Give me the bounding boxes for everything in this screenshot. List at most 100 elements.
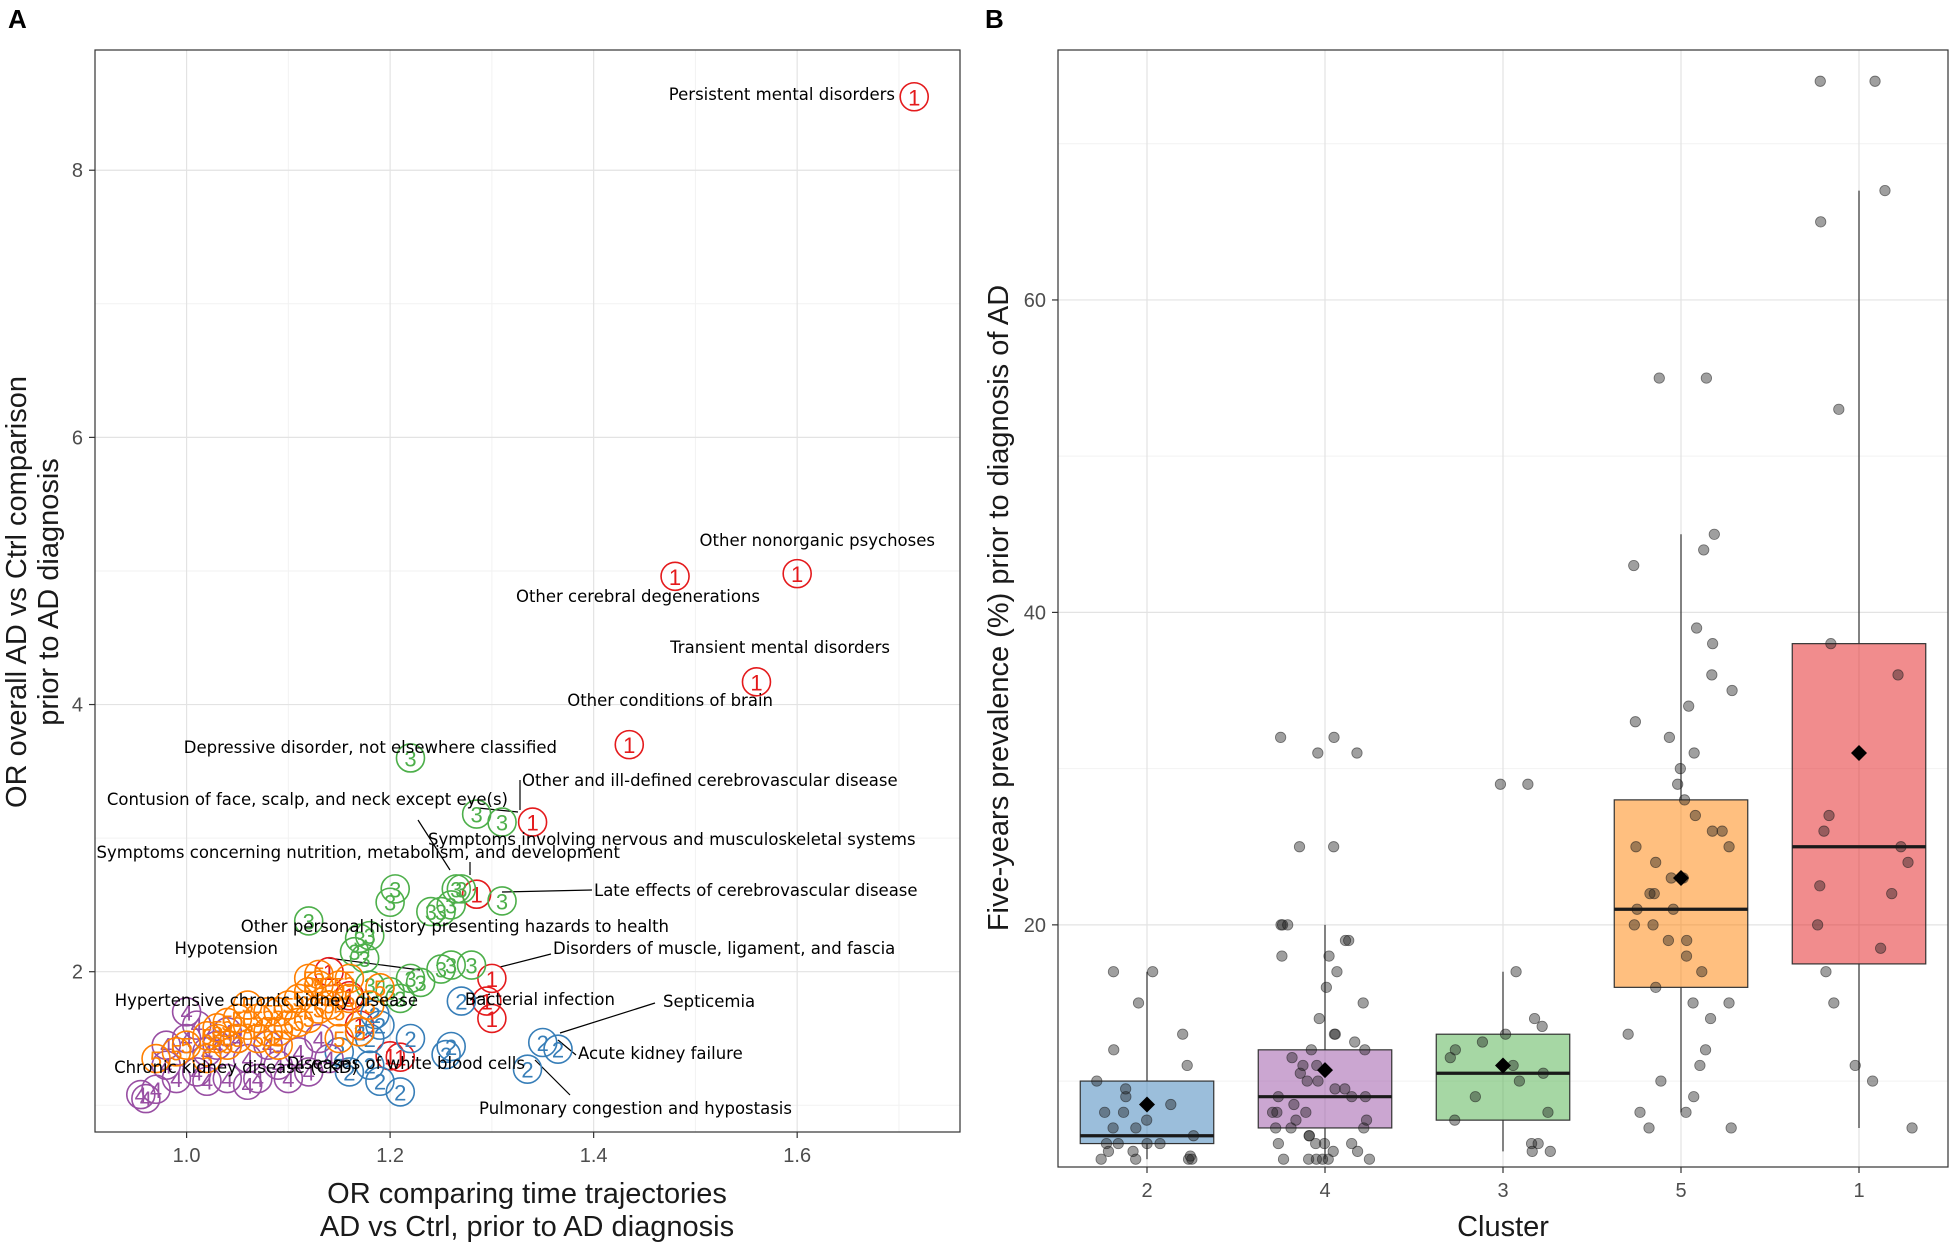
jitter-point — [1127, 1145, 1139, 1157]
panel-b-label: B — [985, 4, 1004, 34]
jitter-point — [1818, 825, 1830, 837]
panel-a-leader-lines — [327, 780, 656, 1096]
cluster-5-point: 5 — [141, 1043, 171, 1074]
jitter-point — [1297, 1059, 1309, 1072]
point-circle — [125, 1079, 156, 1110]
point-circle — [263, 1017, 293, 1047]
annotation-leader-line — [499, 953, 552, 968]
box-mean-marker — [1139, 1096, 1155, 1113]
jitter-point — [1177, 1028, 1189, 1040]
jitter-point — [1318, 1137, 1331, 1150]
point-cluster-number: 3 — [445, 954, 457, 979]
jitter-point — [1680, 1106, 1692, 1118]
jitter-point — [1628, 919, 1640, 931]
jitter-point — [1662, 934, 1674, 947]
cluster-3-point: 3 — [436, 890, 466, 920]
cluster-2-point: 2 — [354, 1050, 385, 1081]
point-circle — [385, 1042, 416, 1072]
x-tick-label: 4 — [1319, 1180, 1330, 1202]
jitter-point — [1678, 794, 1691, 806]
annotation-label: Bacterial infection — [465, 990, 615, 1009]
annotation-label: Persistent mental disorders — [669, 85, 895, 104]
jitter-point — [1182, 1153, 1195, 1165]
jitter-point — [1346, 1137, 1358, 1150]
jitter-point — [1277, 1153, 1290, 1165]
jitter-point — [1107, 1122, 1119, 1134]
point-circle — [782, 558, 812, 589]
jitter-point — [1449, 1114, 1461, 1126]
jitter-point — [1312, 1075, 1324, 1087]
panel-a-border — [94, 49, 961, 1133]
point-cluster-number: 1 — [623, 733, 635, 758]
point-cluster-number: 5 — [333, 1027, 345, 1052]
point-circle — [416, 896, 446, 927]
jitter-point — [1282, 919, 1294, 931]
jitter-point — [1704, 1012, 1717, 1025]
point-circle — [131, 1083, 161, 1114]
point-circle — [487, 886, 517, 916]
panel-a-y-title-line1: OR overall AD vs Ctrl comparison — [1, 376, 33, 808]
point-circle — [614, 729, 645, 760]
cluster-4-point: 4 — [125, 1079, 156, 1110]
point-cluster-number: 5 — [252, 1027, 264, 1052]
annotation-label: Symptoms involving nervous and musculosk… — [428, 830, 916, 849]
annotation-label: Pulmonary congestion and hypostasis — [479, 1099, 792, 1118]
point-circle — [334, 963, 365, 994]
jitter-point — [1323, 950, 1335, 962]
cluster-1-point: 1 — [741, 667, 772, 697]
point-circle — [395, 1023, 426, 1054]
jitter-point — [1112, 1137, 1124, 1150]
jitter-point — [1814, 75, 1826, 87]
point-cluster-number: 3 — [348, 940, 360, 965]
panel-a-label: A — [8, 4, 27, 34]
jitter-point — [1700, 372, 1712, 384]
point-circle — [253, 996, 283, 1027]
cluster-4-point: 4 — [192, 1066, 222, 1097]
point-cluster-number: 4 — [303, 1060, 315, 1085]
point-cluster-number: 2 — [374, 1014, 386, 1039]
point-circle — [660, 561, 690, 592]
box-mean-marker — [1495, 1057, 1511, 1074]
panel-a-x-title-line1: OR comparing time trajectories — [327, 1178, 727, 1210]
cluster-5-point: 5 — [344, 1017, 375, 1047]
jitter-point — [1310, 1137, 1322, 1150]
jitter-point — [1879, 185, 1891, 197]
annotation-label: Other conditions of brain — [567, 691, 773, 710]
cluster-2-point: 2 — [365, 1066, 395, 1097]
jitter-point — [1095, 1153, 1107, 1165]
jitter-point — [1825, 638, 1837, 650]
jitter-point — [1726, 684, 1738, 697]
jitter-point — [1339, 1083, 1351, 1095]
point-circle — [161, 1063, 192, 1094]
cluster-1-point: 1 — [782, 558, 812, 589]
point-cluster-number: 5 — [292, 1011, 304, 1036]
point-cluster-number: 5 — [201, 1047, 213, 1072]
point-circle — [375, 1041, 405, 1071]
point-circle — [441, 874, 472, 904]
cluster-4-point: 4 — [161, 1063, 192, 1094]
jitter-point — [1313, 1012, 1325, 1025]
jitter-point — [1181, 1059, 1193, 1072]
jitter-point — [1154, 1137, 1166, 1150]
jitter-point — [1629, 716, 1641, 728]
jitter-point — [1363, 1153, 1376, 1165]
cluster-3-point: 3 — [395, 743, 426, 773]
point-cluster-number: 1 — [394, 1046, 406, 1071]
point-circle — [202, 1013, 232, 1043]
jitter-point — [1628, 559, 1640, 572]
y-tick-label: 4 — [72, 695, 83, 717]
x-tick-label: 5 — [1675, 1180, 1686, 1202]
jitter-point — [1706, 669, 1718, 681]
annotation-label: Transient mental disorders — [669, 638, 890, 657]
point-circle — [354, 920, 385, 951]
point-cluster-number: 4 — [201, 1070, 213, 1095]
jitter-point — [1823, 809, 1835, 822]
point-circle — [314, 1043, 344, 1074]
point-cluster-number: 2 — [394, 1080, 406, 1105]
point-circle — [543, 1034, 573, 1064]
jitter-point — [1107, 966, 1120, 978]
point-cluster-number: 1 — [486, 967, 498, 992]
jitter-point — [1892, 669, 1904, 681]
jitter-point — [1303, 1153, 1315, 1165]
point-cluster-number: 5 — [364, 994, 376, 1019]
